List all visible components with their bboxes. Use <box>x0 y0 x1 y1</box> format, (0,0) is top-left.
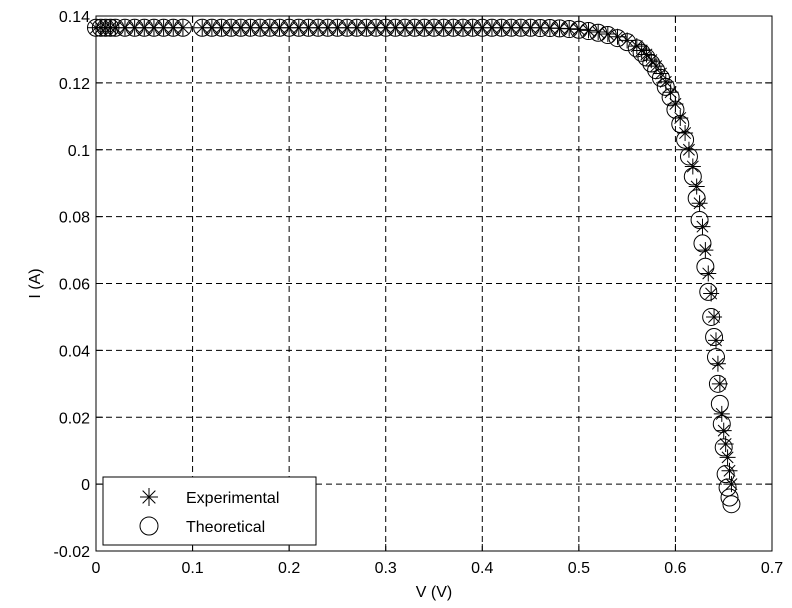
y-tick-label: -0.02 <box>54 544 91 561</box>
x-tick-label: 0.3 <box>375 560 397 577</box>
y-tick-label: 0.04 <box>59 343 90 360</box>
x-tick-label: 0.2 <box>278 560 300 577</box>
x-tick-label: 0.5 <box>568 560 590 577</box>
y-tick-label: 0 <box>81 477 90 494</box>
legend-asterisk <box>140 488 158 506</box>
legend-label-theoretical: Theoretical <box>186 519 265 536</box>
experimental-point <box>710 356 726 372</box>
legend-asterisk-marker <box>140 488 158 506</box>
legend-label-experimental: Experimental <box>186 490 279 507</box>
experimental-point <box>663 84 679 100</box>
y-tick-label: 0.12 <box>59 76 90 93</box>
experimental-point <box>712 376 728 392</box>
y-tick-label: 0.1 <box>68 143 90 160</box>
legend: Experimental Theoretical <box>103 477 316 545</box>
x-tick-label: 0.6 <box>664 560 686 577</box>
x-tick-label: 0.1 <box>181 560 203 577</box>
experimental-point <box>175 20 191 36</box>
x-axis-title: V (V) <box>416 584 452 601</box>
y-tick-label: 0.14 <box>59 9 90 26</box>
y-tick-label: 0.02 <box>59 410 90 427</box>
x-tick-label: 0.4 <box>471 560 493 577</box>
experimental-point <box>720 449 736 465</box>
experimental-point <box>722 463 738 479</box>
y-tick-label: 0.06 <box>59 277 90 294</box>
experimental-point <box>685 158 701 174</box>
x-tick-label: 0.7 <box>761 560 783 577</box>
y-tick-label: 0.08 <box>59 210 90 227</box>
x-tick-label: 0 <box>92 560 101 577</box>
experimental-point <box>716 423 732 439</box>
y-axis-title: I (A) <box>27 268 44 298</box>
